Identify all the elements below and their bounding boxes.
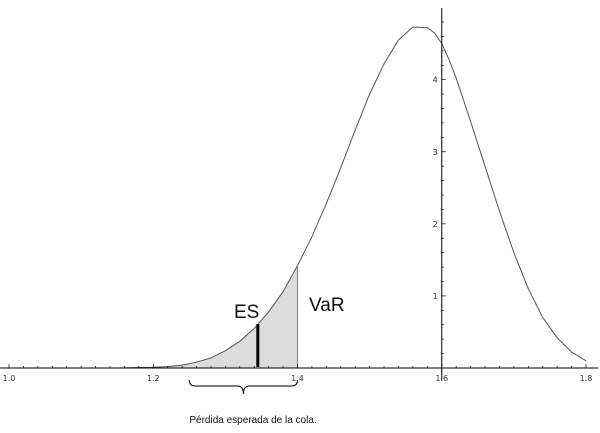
shaded-tail-area (167, 265, 298, 368)
var-label: VaR (309, 295, 345, 316)
density-curve (9, 26, 587, 369)
annotations: ES VaR Pérdida esperada de la cola. (189, 295, 344, 426)
tail-brace (188, 379, 298, 395)
x-tick-label: 1.4 (291, 374, 304, 383)
es-label: ES (234, 302, 259, 323)
x-tick-label: 1.2 (147, 374, 160, 383)
y-tick-label: 4 (433, 76, 438, 85)
brace-label: Pérdida esperada de la cola. (189, 415, 316, 426)
y-tick-label: 3 (433, 148, 438, 157)
y-tick-label: 2 (433, 220, 438, 229)
x-tick-label: 1.8 (580, 374, 593, 383)
y-tick-label: 1 (433, 292, 438, 301)
plot-area (9, 26, 587, 369)
x-tick-label: 1.0 (3, 374, 16, 383)
